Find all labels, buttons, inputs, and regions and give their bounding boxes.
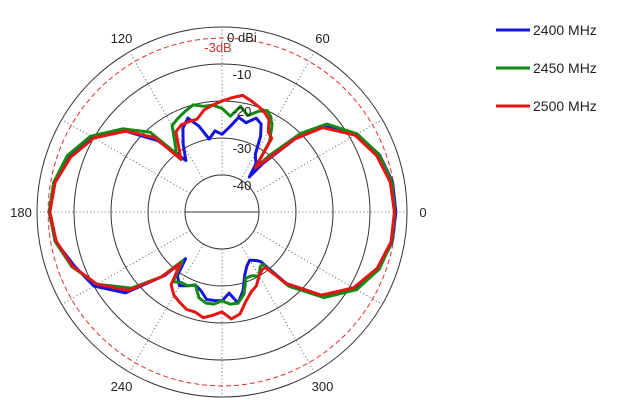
angle-label-0: 0: [419, 205, 426, 220]
spoke-240: [129, 243, 204, 373]
ring-labels: 0 dBi -10 -20 -30 -40 -3dB: [204, 30, 257, 193]
spoke-300: [240, 243, 315, 373]
legend-label-0: 2400 MHz: [533, 22, 597, 38]
ring-label-0: 0 dBi: [227, 30, 257, 45]
ring-label-1: -10: [233, 67, 252, 82]
legend-label-2: 2500 MHz: [533, 98, 597, 114]
ring-label-4: -40: [233, 178, 252, 193]
spoke-210: [61, 230, 191, 305]
series-group: [47, 93, 398, 321]
series-line-0: [47, 115, 398, 305]
angle-label-300: 300: [312, 379, 334, 394]
spoke-30: [253, 119, 383, 194]
spoke-120: [129, 51, 204, 181]
angle-label-60: 60: [315, 31, 329, 46]
angle-label-240: 240: [111, 379, 133, 394]
ring-label-2: -20: [233, 104, 252, 119]
ring-label-3: -30: [233, 141, 252, 156]
angle-label-180: 180: [10, 205, 32, 220]
series-line-2: [48, 93, 396, 321]
spoke-60: [240, 51, 315, 181]
angle-label-120: 120: [111, 31, 133, 46]
spoke-150: [61, 119, 191, 194]
angle-spokes: [37, 27, 407, 397]
angle-labels: 0 60 120 180 240 300: [10, 31, 426, 394]
spoke-330: [253, 230, 383, 305]
legend-label-1: 2450 MHz: [533, 60, 597, 76]
reference-label: -3dB: [204, 40, 231, 55]
legend: 2400 MHz 2450 MHz 2500 MHz: [496, 22, 597, 114]
ring-10: [73, 63, 371, 361]
